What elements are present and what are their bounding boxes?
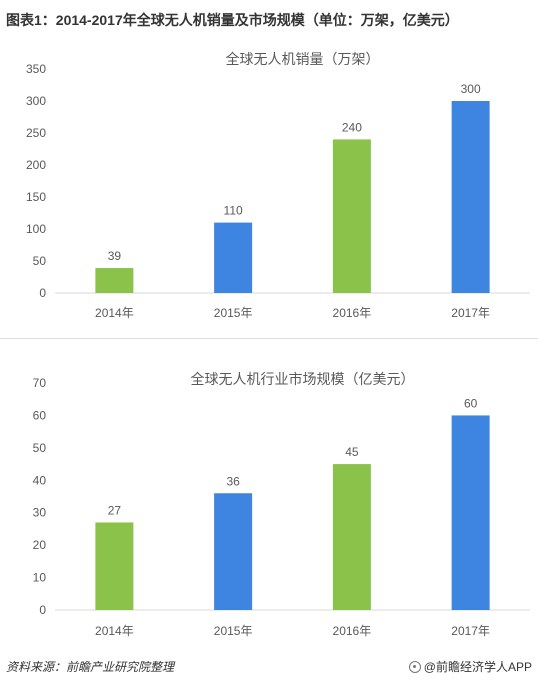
x-tick-label: 2017年 [451, 306, 490, 320]
bar-2016年 [332, 139, 371, 293]
data-label: 36 [226, 474, 240, 488]
sales-chart: 全球无人机销量（万架） 0 50 100 150 200 250 300 350 39 2014年 1… [26, 51, 530, 320]
chart-title: 全球无人机销量（万架） [226, 51, 380, 67]
bar-2014年 [95, 268, 134, 293]
y-tick-label: 300 [26, 94, 46, 108]
brand-credit: @前瞻经济学人APP [408, 658, 532, 675]
y-tick-label: 30 [33, 506, 47, 520]
figure-title: 图表1：2014-2017年全球无人机销量及市场规模（单位：万架，亿美元） [6, 12, 459, 28]
bar-2017年 [451, 101, 490, 293]
y-tick-label: 40 [33, 473, 47, 487]
y-tick-label: 20 [33, 538, 47, 552]
y-tick-label: 70 [33, 376, 47, 390]
y-tick-label: 250 [26, 126, 46, 140]
market-size-chart: 全球无人机行业市场规模（亿美元） 0 10 20 30 40 50 60 70 27 2014年 36… [33, 371, 530, 638]
y-tick-label: 50 [33, 441, 47, 455]
bar-2017年 [451, 415, 490, 610]
bar-2015年 [214, 493, 253, 610]
brand-text: @前瞻经济学人APP [423, 660, 532, 674]
x-tick-label: 2016年 [333, 306, 372, 320]
x-tick-label: 2015年 [214, 624, 253, 638]
qianzhan-logo-icon [408, 660, 421, 673]
bar-2015年 [214, 222, 253, 293]
bar-2016年 [332, 464, 371, 610]
data-label: 39 [108, 249, 122, 263]
data-label: 110 [224, 204, 243, 218]
data-label: 45 [345, 445, 359, 459]
y-tick-label: 10 [33, 571, 47, 585]
y-tick-label: 0 [39, 603, 46, 617]
y-tick-label: 350 [26, 62, 46, 76]
data-label: 240 [342, 120, 362, 134]
source-note: 资料来源：前瞻产业研究院整理 [6, 660, 175, 674]
panel-divider [0, 338, 538, 339]
y-tick-label: 200 [26, 158, 46, 172]
bar-2014年 [95, 522, 134, 610]
chart-panel-sales: 全球无人机销量（万架） 0 50 100 150 200 250 300 350 39 2014年 1… [0, 40, 538, 330]
data-label: 27 [108, 503, 122, 517]
y-tick-label: 50 [33, 254, 47, 268]
y-tick-label: 100 [26, 222, 46, 236]
y-tick-label: 60 [33, 408, 47, 422]
x-tick-label: 2015年 [214, 306, 253, 320]
x-tick-label: 2017年 [451, 624, 490, 638]
y-tick-label: 150 [26, 190, 46, 204]
data-label: 60 [464, 396, 478, 410]
chart-title: 全球无人机行业市场规模（亿美元） [191, 371, 415, 387]
chart-panel-market: 全球无人机行业市场规模（亿美元） 0 10 20 30 40 50 60 70 27 2014年 36… [0, 348, 538, 648]
x-tick-label: 2014年 [95, 306, 134, 320]
x-tick-label: 2016年 [333, 624, 372, 638]
data-label: 300 [461, 82, 481, 96]
y-tick-label: 0 [39, 286, 46, 300]
x-tick-label: 2014年 [95, 624, 134, 638]
